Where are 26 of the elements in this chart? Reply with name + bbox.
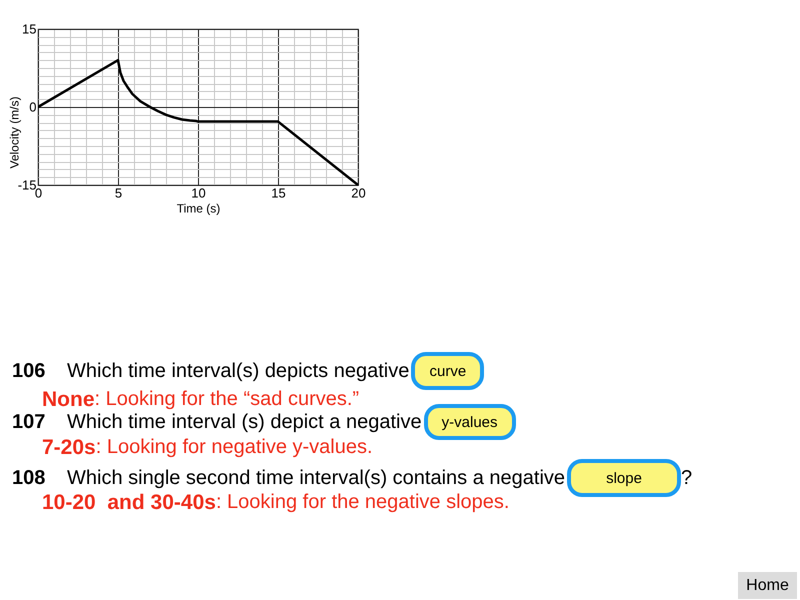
x-axis-title: Time (s) (176, 202, 220, 216)
y-tick-label: 15 (22, 22, 36, 36)
text: None (42, 388, 94, 412)
x-tick-label: 10 (191, 186, 206, 200)
x-tick-label: 15 (271, 186, 286, 200)
text: 106 (12, 360, 46, 382)
y-tick-label: -15 (18, 178, 36, 192)
home-button: Home (738, 572, 797, 599)
x-tick-label: 20 (351, 186, 366, 200)
y-tick-label: 0 (29, 100, 36, 114)
text: 10-20 and 30-40s (42, 490, 216, 514)
text: Which time interval(s) depicts negative (67, 360, 410, 382)
text: Which single second time interval(s) contains a negative (67, 466, 566, 490)
rounded-frame: slope (567, 459, 682, 497)
y-axis-title: Velocity (m/s) (8, 96, 22, 169)
rounded-frame: y-values (424, 404, 516, 440)
text: ? (681, 466, 692, 490)
text: : Looking for negative y-values. (96, 436, 373, 459)
text: : Looking for the negative slopes. (216, 491, 510, 514)
rounded-frame: curve (411, 352, 484, 390)
text: 108 (12, 466, 46, 490)
text: Which time interval (s) depict a negative (67, 410, 422, 434)
x-tick-label: 5 (114, 186, 122, 200)
text: : Looking for the “sad curves.” (94, 388, 360, 411)
text: 7-20s (42, 436, 96, 460)
text: 107 (12, 410, 46, 434)
